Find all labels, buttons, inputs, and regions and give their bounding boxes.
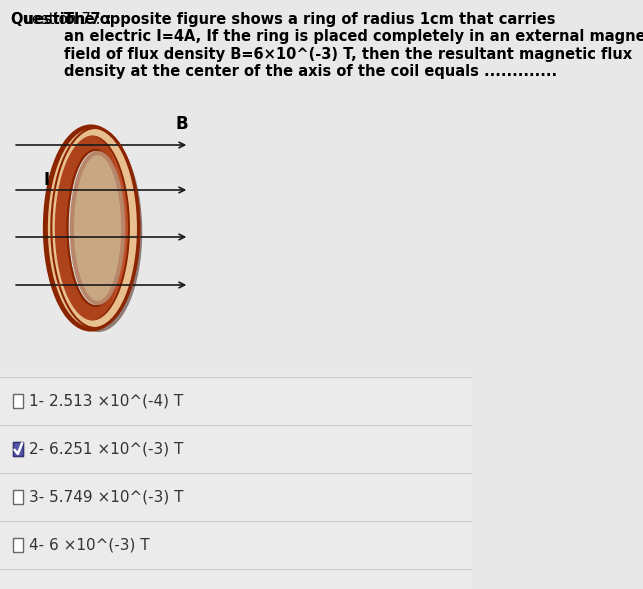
Ellipse shape (54, 132, 142, 332)
Text: Question 7 :: Question 7 : (11, 12, 105, 27)
Ellipse shape (53, 128, 123, 328)
Bar (14, 394, 23, 408)
Bar (14, 490, 23, 504)
Bar (7, 118, 224, 366)
Bar (0, 473, 471, 521)
Text: The opposite figure shows a ring of radius 1cm that carries
an electric I=4A, If: The opposite figure shows a ring of radi… (64, 12, 643, 79)
Ellipse shape (68, 150, 123, 306)
Text: 4- 6 ×10^(-3) T: 4- 6 ×10^(-3) T (30, 538, 150, 552)
Bar (0, 425, 471, 473)
Bar (14, 442, 23, 456)
Bar (0, 0, 471, 375)
Text: 2- 6.251 ×10^(-3) T: 2- 6.251 ×10^(-3) T (30, 442, 184, 456)
Ellipse shape (70, 152, 123, 304)
Text: 3- 5.749 ×10^(-3) T: 3- 5.749 ×10^(-3) T (30, 489, 184, 505)
Text: I: I (44, 171, 50, 189)
Ellipse shape (51, 128, 140, 328)
Bar (14, 442, 23, 456)
Text: Question 7 :: Question 7 : (11, 12, 116, 27)
Bar (0, 377, 471, 425)
Bar (0, 375, 471, 589)
Text: B: B (176, 115, 188, 133)
Bar (14, 538, 23, 552)
Bar (0, 521, 471, 569)
Text: 1- 2.513 ×10^(-4) T: 1- 2.513 ×10^(-4) T (30, 393, 184, 409)
